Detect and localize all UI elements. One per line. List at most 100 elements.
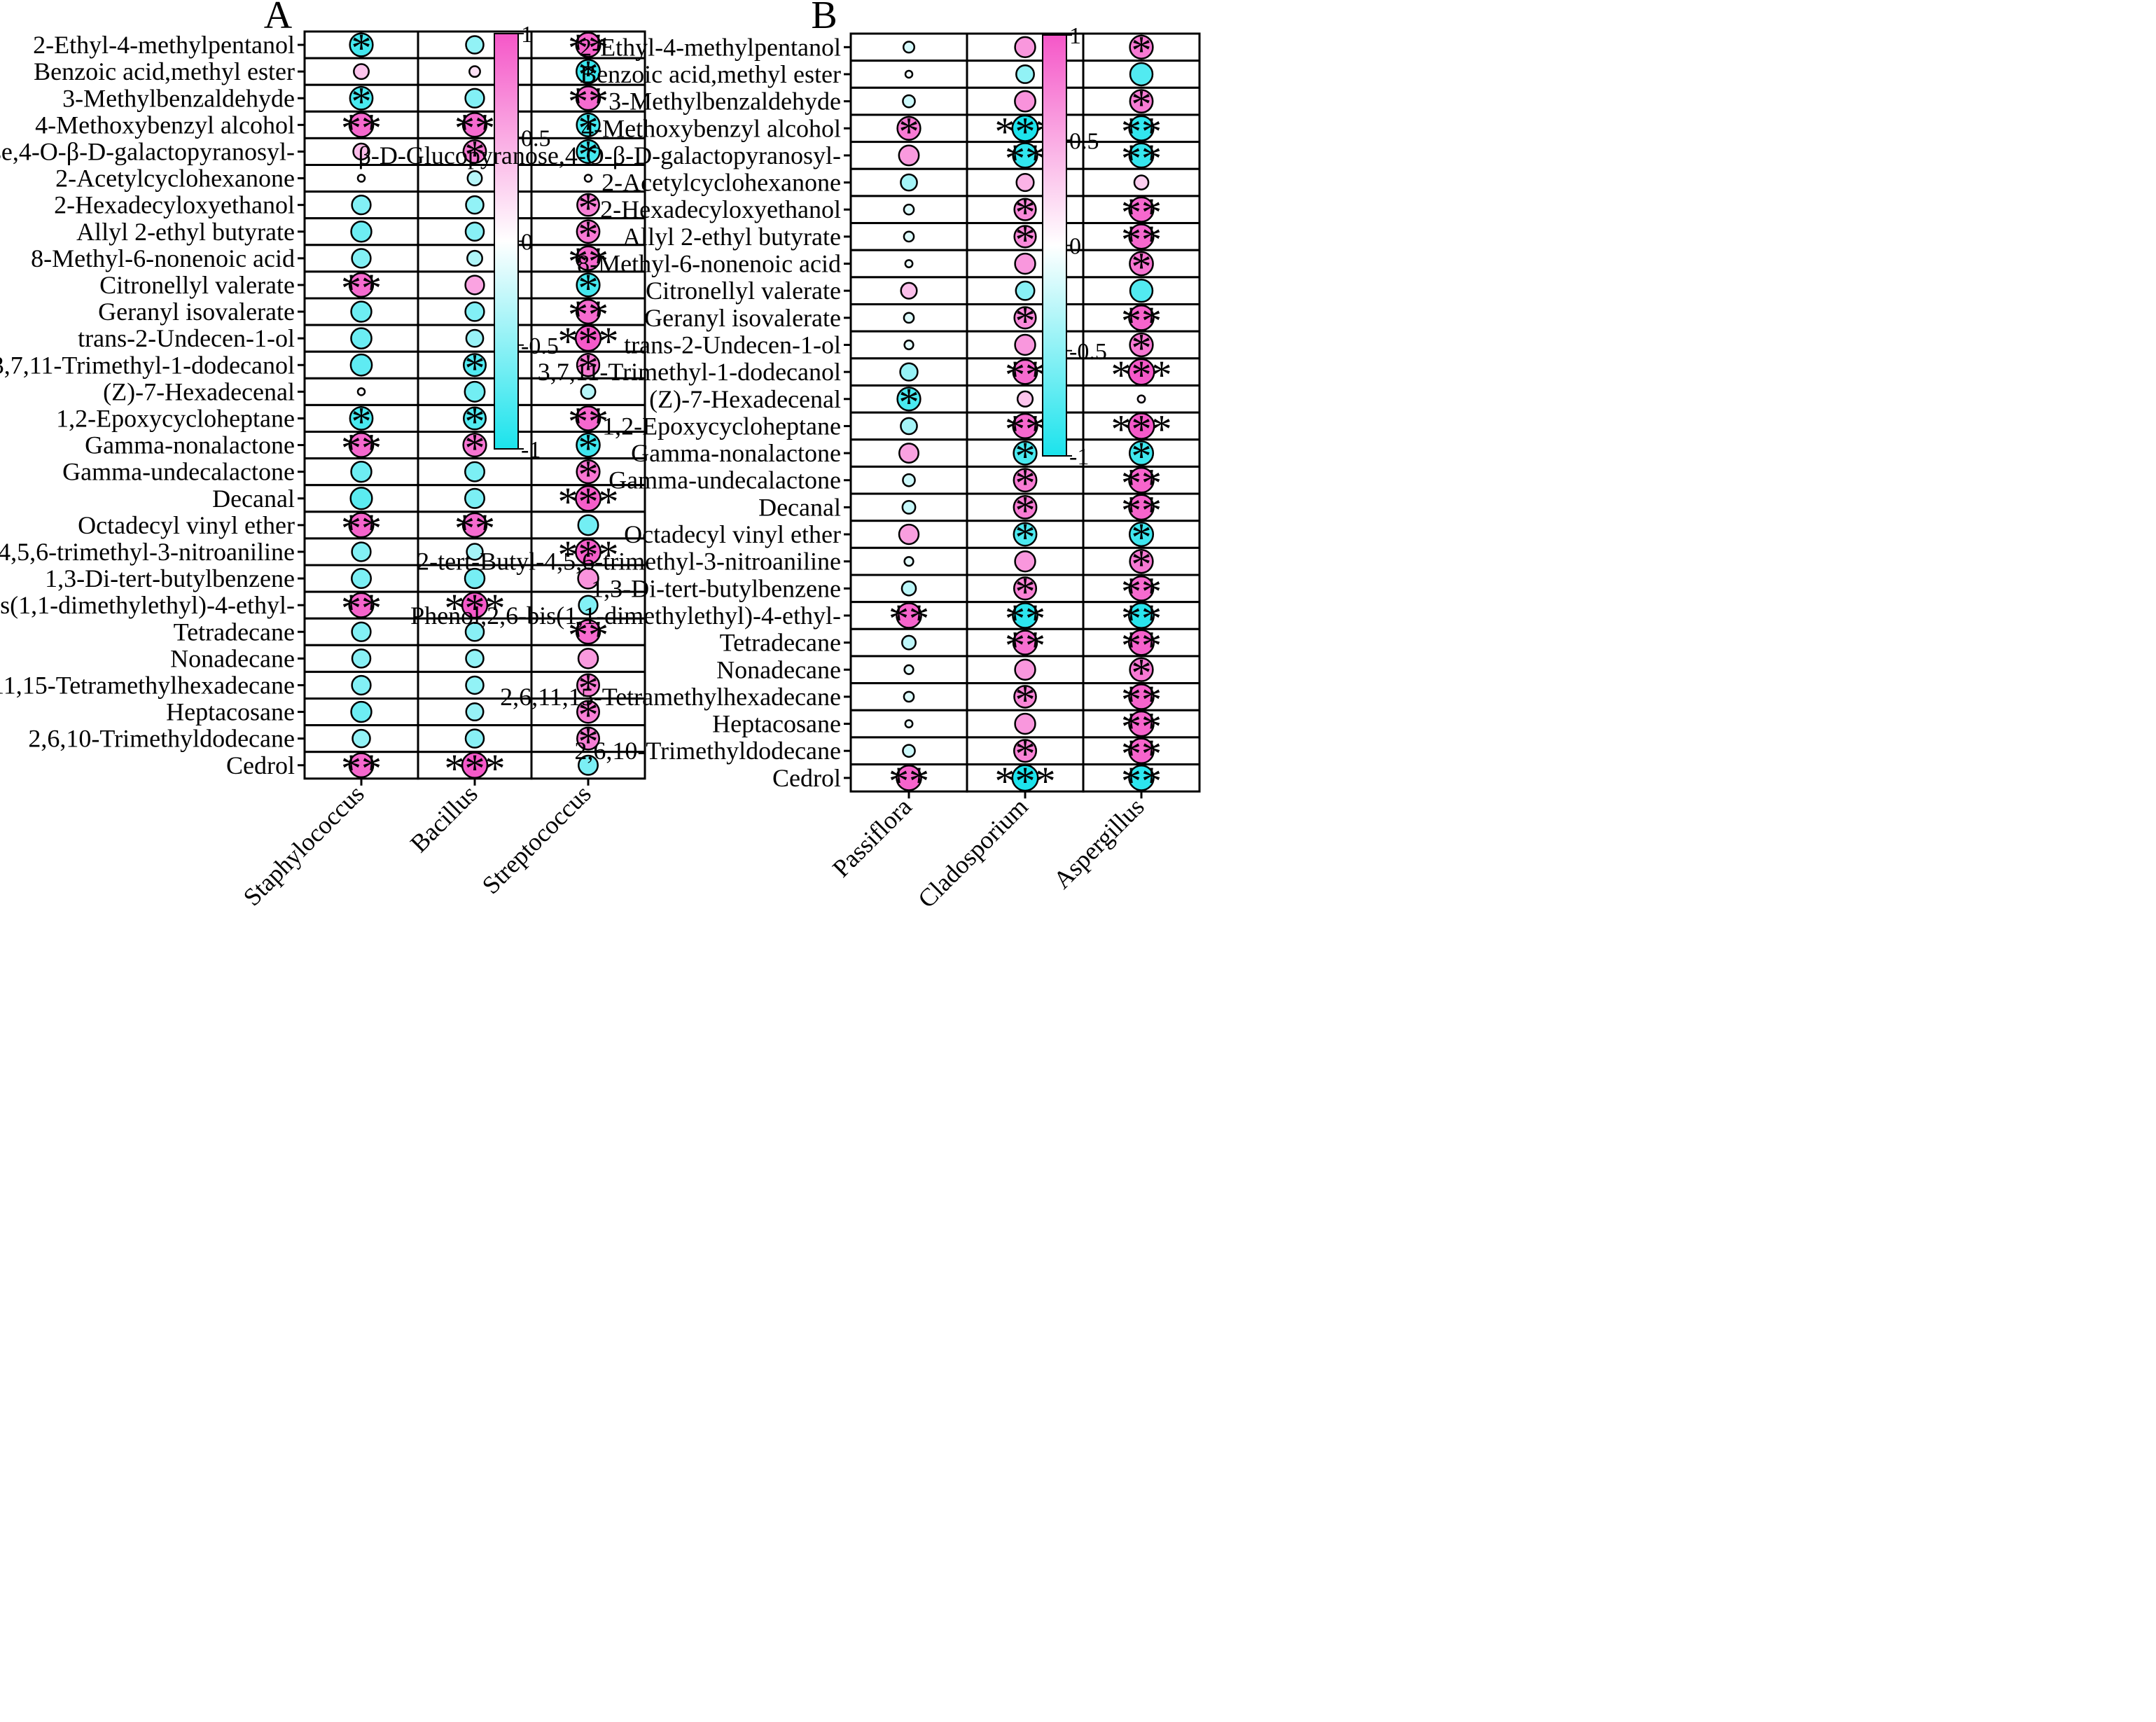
- correlation-circle: [1013, 197, 1037, 221]
- correlation-circle: [902, 41, 916, 54]
- correlation-circle: [580, 383, 597, 400]
- correlation-circle: [898, 443, 919, 464]
- correlation-circle: [462, 139, 487, 164]
- correlation-circle: [1013, 739, 1038, 763]
- colorbar: [494, 33, 519, 450]
- correlation-circle: [349, 406, 374, 431]
- correlation-circle: [576, 432, 601, 458]
- row-label: Geranyl isovalerate: [644, 304, 841, 332]
- correlation-circle: [1015, 173, 1035, 193]
- correlation-circle: [576, 219, 601, 244]
- correlation-circle: [1013, 440, 1038, 466]
- colorbar: [1042, 34, 1067, 457]
- correlation-circle: [1128, 575, 1155, 602]
- correlation-circle: [575, 32, 601, 58]
- row-label: Citronellyl valerate: [646, 277, 841, 305]
- correlation-circle: [903, 339, 914, 351]
- correlation-circle: [904, 719, 914, 729]
- correlation-circle: [353, 63, 370, 81]
- row-label: 3,7,11-Trimethyl-1-dodecanol: [538, 358, 841, 386]
- row-label: 4-Methoxybenzyl alcohol: [35, 111, 295, 139]
- correlation-circle: [1129, 34, 1154, 60]
- row-label: (Z)-7-Hexadecenal: [103, 377, 295, 405]
- correlation-circle: [464, 621, 485, 642]
- row-label: Citronellyl valerate: [99, 271, 295, 299]
- correlation-circle: [1015, 280, 1036, 301]
- correlation-circle: [1136, 394, 1146, 404]
- correlation-circle: [465, 35, 485, 55]
- row-label: Heptacosane: [712, 710, 841, 738]
- correlation-circle: [356, 174, 366, 183]
- column-label: Passiflora: [827, 793, 917, 883]
- correlation-circle: [351, 568, 372, 590]
- significance-marker: ***: [1111, 352, 1172, 398]
- correlation-circle: [349, 487, 373, 511]
- correlation-circle: [896, 116, 921, 141]
- correlation-circle: [464, 728, 485, 749]
- correlation-circle: [1129, 62, 1154, 87]
- correlation-circle: [1013, 468, 1038, 493]
- column-label: Aspergillus: [1048, 793, 1149, 894]
- correlation-circle: [903, 556, 914, 567]
- correlation-circle: [1128, 765, 1155, 791]
- correlation-circle: [351, 195, 372, 216]
- correlation-circle: [349, 32, 374, 57]
- correlation-circle: [1128, 683, 1155, 710]
- correlation-circle: [463, 353, 487, 377]
- correlation-circle: [574, 325, 602, 352]
- correlation-circle: [1014, 36, 1036, 59]
- correlation-circle: [461, 751, 489, 779]
- correlation-circle: [903, 203, 915, 216]
- colorbar-tick-label: -1: [1069, 444, 1089, 470]
- correlation-circle: [1014, 252, 1036, 275]
- correlation-circle: [1129, 251, 1154, 277]
- row-label: β-D-Glucopyranose,4-O-β-D-galactopyranos…: [0, 137, 295, 165]
- correlation-circle: [348, 111, 375, 138]
- correlation-circle: [1014, 90, 1036, 113]
- significance-marker: **: [889, 758, 929, 804]
- correlation-circle: [575, 405, 601, 431]
- row-label: 2-Hexadecyloxyethanol: [54, 191, 295, 219]
- significance-marker: ***: [995, 758, 1056, 804]
- correlation-circle: [575, 619, 601, 645]
- correlation-circle: [464, 461, 485, 482]
- correlation-circle: [1014, 712, 1036, 735]
- correlation-circle: [1129, 332, 1154, 358]
- correlation-circle: [349, 85, 374, 111]
- row-label: Octadecyl vinyl ether: [78, 511, 295, 539]
- correlation-circle: [896, 387, 921, 412]
- correlation-circle: [1015, 64, 1035, 84]
- correlation-circle: [1014, 550, 1036, 573]
- correlation-circle: [468, 65, 481, 78]
- significance-marker: *: [578, 132, 599, 177]
- correlation-circle: [1128, 196, 1155, 223]
- correlation-circle: [464, 380, 486, 403]
- correlation-circle: [350, 700, 373, 723]
- correlation-circle: [902, 744, 916, 758]
- correlation-circle: [900, 417, 918, 436]
- column-label: Bacillus: [405, 779, 483, 858]
- significance-marker: *: [352, 25, 372, 71]
- correlation-circle: [464, 301, 485, 322]
- correlation-circle: [903, 690, 915, 703]
- correlation-circle: [575, 539, 601, 565]
- correlation-circle: [465, 328, 485, 348]
- correlation-circle: [898, 523, 920, 546]
- correlation-circle: [1128, 710, 1155, 737]
- correlation-circle: [349, 353, 373, 377]
- correlation-circle: [465, 675, 485, 695]
- correlation-circle: [356, 387, 366, 396]
- correlation-circle: [578, 754, 599, 776]
- row-label: Phenol,2,6-bis(1,1-dimethylethyl)-4-ethy…: [0, 591, 295, 619]
- colorbar-tick-label: 0: [1069, 234, 1081, 260]
- correlation-circle: [463, 406, 487, 431]
- row-label: 2-Acetylcyclohexanone: [55, 165, 295, 193]
- correlation-circle: [1128, 115, 1155, 141]
- row-label: 2,6,10-Trimethyldodecane: [28, 725, 295, 753]
- row-label: Benzoic acid,methyl ester: [580, 60, 841, 88]
- correlation-circle: [1012, 359, 1038, 385]
- panel-title: A: [264, 0, 293, 37]
- correlation-circle: [465, 195, 485, 215]
- row-label: 2-tert-Butyl-4,5,6-trimethyl-3-nitroanil…: [417, 548, 841, 576]
